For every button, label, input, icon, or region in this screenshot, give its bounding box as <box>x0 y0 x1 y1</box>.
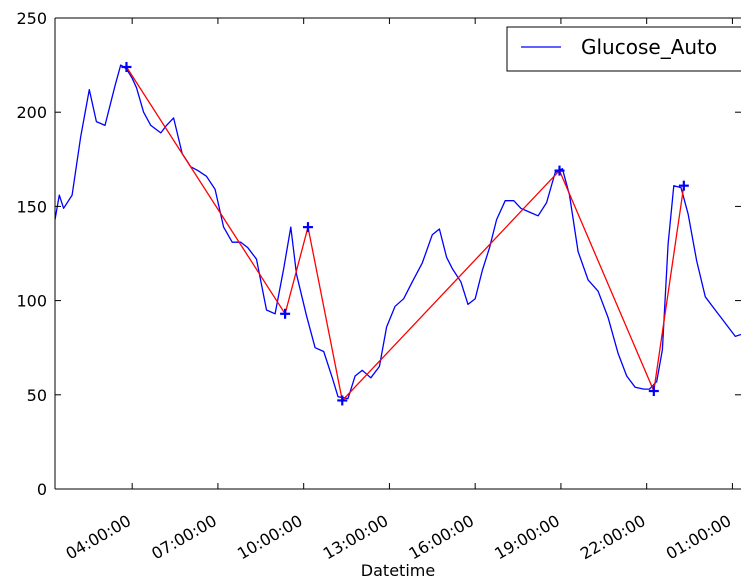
x-tick-label: 16:00:00 <box>405 511 477 563</box>
marker-plus <box>554 165 565 176</box>
y-tick-label: 150 <box>16 197 47 216</box>
x-tick-label: 19:00:00 <box>491 511 563 563</box>
x-tick-label: 10:00:00 <box>234 511 306 563</box>
series-line-segments <box>125 66 685 402</box>
axes-layer <box>54 17 741 490</box>
x-tick-label: 04:00:00 <box>62 511 134 563</box>
marker-plus <box>648 386 659 397</box>
legend: Glucose_Auto <box>506 26 741 72</box>
marker-layer <box>121 61 689 406</box>
marker-plus <box>302 222 313 233</box>
x-tick-label: 13:00:00 <box>320 511 392 563</box>
y-tick-label: 0 <box>37 480 47 499</box>
series-layer <box>55 64 741 402</box>
x-tick-label: 07:00:00 <box>148 511 220 563</box>
legend-box <box>506 26 741 72</box>
x-axis-label: Datetime <box>361 561 435 580</box>
y-tick-label: 250 <box>16 9 47 28</box>
x-tick-label: 01:00:00 <box>663 511 735 563</box>
series-line-glucose-auto <box>55 64 741 400</box>
legend-label: Glucose_Auto <box>581 35 717 59</box>
marker-plus <box>280 308 291 319</box>
marker-plus <box>678 180 689 191</box>
x-tick-label: 22:00:00 <box>577 511 649 563</box>
y-tick-label: 200 <box>16 103 47 122</box>
ticks-layer: 0 50 100 150 200 250 04:00:00 07:00:00 10:00:00 1… <box>16 9 741 563</box>
y-tick-label: 50 <box>27 386 47 405</box>
marker-plus <box>337 395 348 406</box>
y-tick-label: 100 <box>16 292 47 311</box>
marker-plus <box>121 61 132 72</box>
